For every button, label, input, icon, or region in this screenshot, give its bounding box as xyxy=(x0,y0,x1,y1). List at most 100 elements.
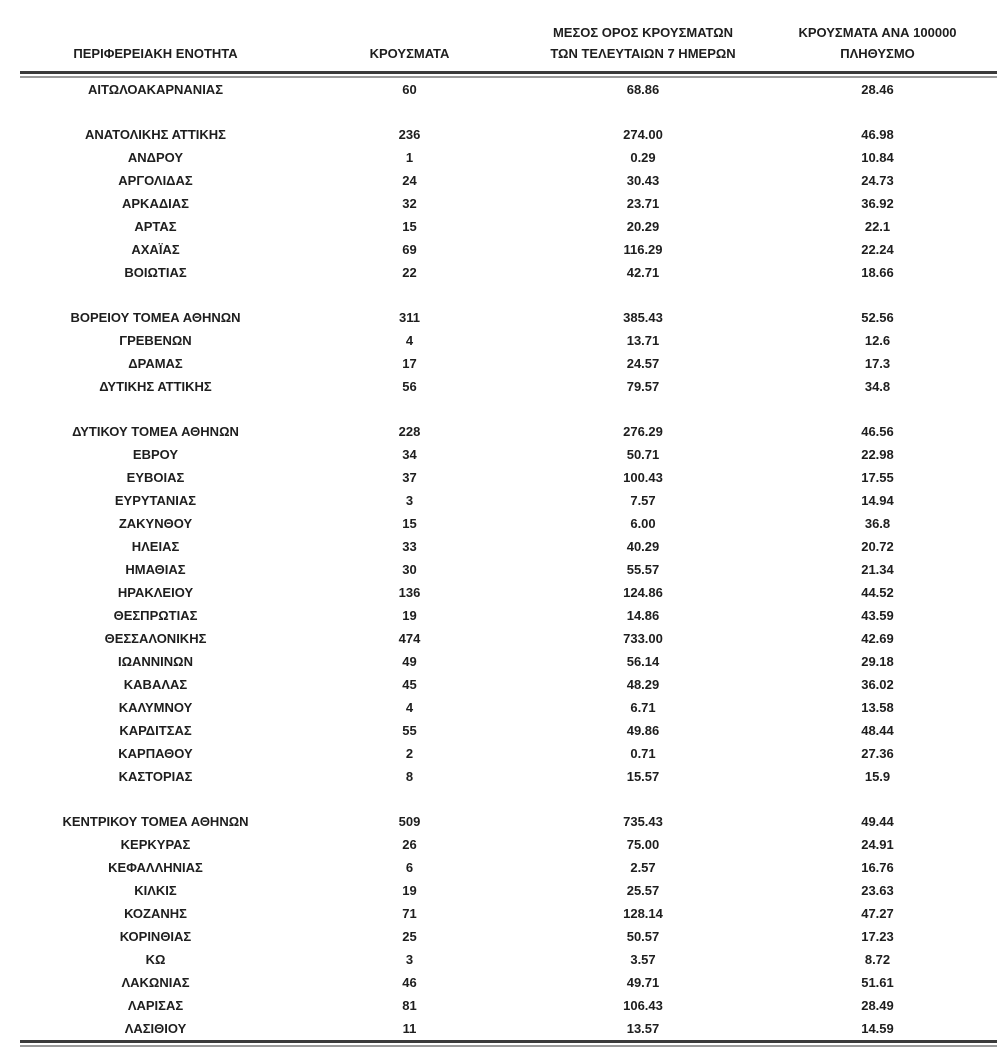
cases-cell: 69 xyxy=(402,242,417,257)
cases-cell: 24 xyxy=(402,173,417,188)
table-row: ΚΕΡΚΥΡΑΣ 26 75.00 24.91 xyxy=(20,833,997,856)
avg-7day-cell: 75.00 xyxy=(626,837,660,852)
per-100k-cell: 22.1 xyxy=(864,219,891,234)
avg-7day-cell: 50.57 xyxy=(626,929,660,944)
per-100k-cell: 47.27 xyxy=(861,906,894,921)
avg-7day-cell: 48.29 xyxy=(626,677,660,692)
table-row: ΑΡΤΑΣ 15 20.29 22.1 xyxy=(20,215,997,238)
table-row: ΕΥΒΟΙΑΣ 37 100.43 17.55 xyxy=(20,466,997,489)
table-row: ΚΑΛΥΜΝΟΥ 4 6.71 13.58 xyxy=(20,696,997,719)
region-cell: ΚΟΡΙΝΘΙΑΣ xyxy=(119,929,192,944)
cases-cell: 81 xyxy=(402,998,417,1013)
avg-7day-cell: 2.57 xyxy=(630,860,656,875)
per-100k-cell: 36.92 xyxy=(861,196,894,211)
avg-7day-cell: 30.43 xyxy=(626,173,660,188)
table-row: ΚΑΡΔΙΤΣΑΣ 55 49.86 48.44 xyxy=(20,719,997,742)
per-100k-cell: 17.3 xyxy=(864,356,891,371)
avg-7day-cell: 14.86 xyxy=(626,608,660,623)
avg-7day-cell: 42.71 xyxy=(626,265,660,280)
region-cell: ΙΩΑΝΝΙΝΩΝ xyxy=(117,654,193,669)
avg-7day-cell: 124.86 xyxy=(623,585,663,600)
region-cell: ΚΑΡΔΙΤΣΑΣ xyxy=(119,723,192,738)
region-cell: ΗΛΕΙΑΣ xyxy=(131,539,180,554)
region-cell: ΑΡΓΟΛΙΔΑΣ xyxy=(118,173,193,188)
table-row: ΛΑΡΙΣΑΣ 81 106.43 28.49 xyxy=(20,994,997,1017)
cases-cell: 33 xyxy=(402,539,417,554)
per-100k-cell: 28.49 xyxy=(861,998,894,1013)
header-region-line2: ΠΕΡΙΦΕΡΕΙΑΚΗ ΕΝΟΤΗΤΑ xyxy=(73,46,238,61)
region-cell: ΚΑΡΠΑΘΟΥ xyxy=(118,746,193,761)
header-cases-line2: ΚΡΟΥΣΜΑΤΑ xyxy=(369,46,450,61)
avg-7day-cell: 128.14 xyxy=(623,906,663,921)
header-avg-7day: ΜΕΣΟΣ ΟΡΟΣ ΚΡΟΥΣΜΑΤΩΝ ΤΩΝ ΤΕΛΕΥΤΑΙΩΝ 7 Η… xyxy=(528,22,758,64)
avg-7day-cell: 25.57 xyxy=(626,883,660,898)
region-cell: ΛΑΡΙΣΑΣ xyxy=(127,998,184,1013)
cases-cell: 1 xyxy=(405,150,414,165)
cases-cell: 236 xyxy=(398,127,421,142)
table-row: ΚΑΡΠΑΘΟΥ 2 0.71 27.36 xyxy=(20,742,997,765)
avg-7day-cell: 79.57 xyxy=(626,379,660,394)
avg-7day-cell: 15.57 xyxy=(626,769,660,784)
header-cases: ΚΡΟΥΣΜΑΤΑ xyxy=(291,43,528,64)
region-cell: ΚΕΝΤΡΙΚΟΥ ΤΟΜΕΑ ΑΘΗΝΩΝ xyxy=(62,814,249,829)
per-100k-cell: 46.98 xyxy=(861,127,894,142)
region-cell: ΚΙΛΚΙΣ xyxy=(134,883,177,898)
table-row: ΚΙΛΚΙΣ 19 25.57 23.63 xyxy=(20,879,997,902)
table-row: ΗΛΕΙΑΣ 33 40.29 20.72 xyxy=(20,535,997,558)
table-row: ΚΕΝΤΡΙΚΟΥ ΤΟΜΕΑ ΑΘΗΝΩΝ 509 735.43 49.44 xyxy=(20,810,997,833)
per-100k-cell: 43.59 xyxy=(861,608,894,623)
per-100k-cell: 16.76 xyxy=(861,860,894,875)
cases-cell: 474 xyxy=(398,631,421,646)
region-cell: ΗΡΑΚΛΕΙΟΥ xyxy=(117,585,194,600)
table-row: ΚΑΒΑΛΑΣ 45 48.29 36.02 xyxy=(20,673,997,696)
cases-cell: 56 xyxy=(402,379,417,394)
avg-7day-cell: 733.00 xyxy=(623,631,663,646)
cases-cell: 30 xyxy=(402,562,417,577)
cases-cell: 34 xyxy=(402,447,417,462)
avg-7day-cell: 68.86 xyxy=(626,82,660,97)
per-100k-cell: 17.23 xyxy=(861,929,894,944)
region-cell: ΚΑΛΥΜΝΟΥ xyxy=(118,700,193,715)
table-row: ΑΡΚΑΔΙΑΣ 32 23.71 36.92 xyxy=(20,192,997,215)
region-cell: ΚΑΣΤΟΡΙΑΣ xyxy=(118,769,193,784)
avg-7day-cell: 116.29 xyxy=(623,242,663,257)
region-cell: ΖΑΚΥΝΘΟΥ xyxy=(118,516,193,531)
region-cell: ΕΥΒΟΙΑΣ xyxy=(126,470,185,485)
region-cell: ΑΝΔΡΟΥ xyxy=(127,150,184,165)
cases-cell: 60 xyxy=(402,82,417,97)
table-row: ΘΕΣΠΡΩΤΙΑΣ 19 14.86 43.59 xyxy=(20,604,997,627)
avg-7day-cell: 274.00 xyxy=(623,127,663,142)
avg-7day-cell: 56.14 xyxy=(626,654,660,669)
avg-7day-cell: 49.71 xyxy=(626,975,660,990)
header-avg-7day-line1: ΜΕΣΟΣ ΟΡΟΣ ΚΡΟΥΣΜΑΤΩΝ xyxy=(552,25,734,40)
cases-cell: 37 xyxy=(402,470,417,485)
avg-7day-cell: 6.71 xyxy=(630,700,656,715)
cases-table: ΠΕΡΙΦΕΡΕΙΑΚΗ ΕΝΟΤΗΤΑ ΚΡΟΥΣΜΑΤΑ ΜΕΣΟΣ ΟΡΟ… xyxy=(20,22,997,1047)
region-cell: ΗΜΑΘΙΑΣ xyxy=(125,562,186,577)
per-100k-cell: 42.69 xyxy=(861,631,894,646)
per-100k-cell: 46.56 xyxy=(861,424,894,439)
per-100k-cell: 12.6 xyxy=(864,333,891,348)
region-cell: ΕΒΡΟΥ xyxy=(132,447,179,462)
avg-7day-cell: 735.43 xyxy=(623,814,663,829)
cases-cell: 2 xyxy=(405,746,414,761)
table-row: ΖΑΚΥΝΘΟΥ 15 6.00 36.8 xyxy=(20,512,997,535)
table-row: ΑΙΤΩΛΟΑΚΑΡΝΑΝΙΑΣ 60 68.86 28.46 xyxy=(20,78,997,101)
group-spacer xyxy=(20,284,997,306)
avg-7day-cell: 13.71 xyxy=(626,333,660,348)
avg-7day-cell: 0.71 xyxy=(630,746,656,761)
table-row: ΑΝΑΤΟΛΙΚΗΣ ΑΤΤΙΚΗΣ 236 274.00 46.98 xyxy=(20,123,997,146)
table-row: ΚΟΡΙΝΘΙΑΣ 25 50.57 17.23 xyxy=(20,925,997,948)
cases-cell: 45 xyxy=(402,677,417,692)
avg-7day-cell: 100.43 xyxy=(623,470,663,485)
table-body: ΑΙΤΩΛΟΑΚΑΡΝΑΝΙΑΣ 60 68.86 28.46 ΑΝΑΤΟΛΙΚΗΣ Α… xyxy=(20,78,997,1040)
cases-cell: 22 xyxy=(402,265,417,280)
avg-7day-cell: 23.71 xyxy=(626,196,660,211)
avg-7day-cell: 3.57 xyxy=(630,952,656,967)
per-100k-cell: 44.52 xyxy=(861,585,894,600)
table-row: ΔΥΤΙΚΟΥ ΤΟΜΕΑ ΑΘΗΝΩΝ 228 276.29 46.56 xyxy=(20,420,997,443)
avg-7day-cell: 40.29 xyxy=(626,539,660,554)
table-row: ΚΩ 3 3.57 8.72 xyxy=(20,948,997,971)
region-cell: ΑΧΑΪΑΣ xyxy=(131,242,180,257)
